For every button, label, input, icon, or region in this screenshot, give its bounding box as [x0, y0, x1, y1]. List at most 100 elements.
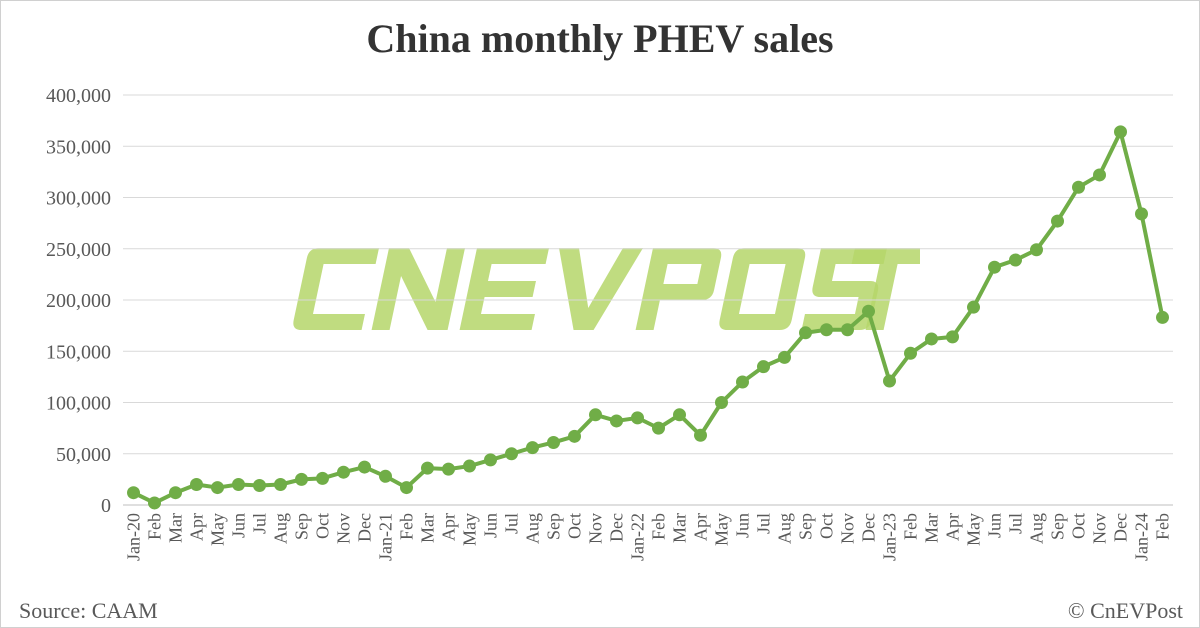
- x-tick-label: May: [460, 513, 480, 546]
- x-tick-label: Jul: [1006, 513, 1026, 534]
- data-point: [673, 408, 686, 422]
- y-tick-label: 250,000: [46, 239, 111, 261]
- y-tick-label: 300,000: [46, 188, 111, 210]
- x-tick-label: Oct: [565, 513, 585, 539]
- x-tick-label: Nov: [838, 513, 858, 544]
- x-tick-label: Apr: [691, 513, 711, 541]
- data-point: [862, 304, 875, 318]
- data-point: [841, 323, 854, 337]
- data-point: [1009, 253, 1022, 267]
- x-tick-label: Dec: [355, 513, 375, 542]
- data-point: [1072, 180, 1085, 194]
- x-tick-label: Jun: [733, 513, 753, 538]
- x-tick-label: Aug: [775, 513, 795, 544]
- y-tick-label: 350,000: [46, 136, 111, 158]
- data-point: [820, 323, 833, 337]
- source-note: Source: CAAM: [19, 598, 158, 623]
- data-point: [400, 481, 413, 495]
- data-point: [694, 428, 707, 442]
- x-tick-label: Jan-22: [628, 513, 648, 561]
- x-tick-label: Jul: [502, 513, 522, 534]
- data-point: [1156, 310, 1169, 324]
- x-tick-label: May: [964, 513, 984, 546]
- y-tick-label: 50,000: [56, 444, 111, 466]
- data-point: [211, 481, 224, 495]
- y-tick-label: 150,000: [46, 341, 111, 363]
- x-tick-label: Jul: [754, 513, 774, 534]
- x-tick-label: Apr: [943, 513, 963, 541]
- data-point: [253, 479, 266, 493]
- data-point: [127, 486, 140, 500]
- x-tick-label: Oct: [817, 513, 837, 539]
- data-point: [316, 471, 329, 485]
- data-point: [1093, 168, 1106, 182]
- x-tick-label: Oct: [313, 513, 333, 539]
- data-point: [505, 447, 518, 461]
- x-tick-label: Feb: [649, 513, 669, 540]
- x-tick-label: Jan-21: [376, 513, 396, 561]
- data-point: [967, 300, 980, 314]
- x-tick-label: Dec: [859, 513, 879, 542]
- x-tick-label: Dec: [1111, 513, 1131, 542]
- x-tick-label: Nov: [1090, 513, 1110, 544]
- data-point: [631, 411, 644, 425]
- data-point: [274, 478, 287, 491]
- x-tick-label: Feb: [145, 513, 165, 540]
- data-point: [715, 396, 728, 409]
- x-tick-label: Sep: [292, 513, 312, 540]
- data-point: [925, 332, 938, 346]
- x-tick-label: Jun: [229, 513, 249, 538]
- x-tick-label: Feb: [1153, 513, 1173, 540]
- y-tick-label: 400,000: [46, 85, 111, 107]
- x-tick-label: Nov: [586, 513, 606, 544]
- x-tick-label: Sep: [796, 513, 816, 540]
- x-tick-label: May: [208, 513, 228, 546]
- data-point: [337, 465, 350, 479]
- data-point: [883, 374, 896, 388]
- data-point: [1114, 125, 1127, 139]
- x-tick-label: Feb: [397, 513, 417, 540]
- data-point: [232, 478, 245, 491]
- x-tick-label: Jan-23: [880, 513, 900, 561]
- x-tick-label: Dec: [607, 513, 627, 542]
- data-point: [358, 460, 371, 474]
- x-tick-label: Jan-24: [1132, 513, 1152, 561]
- x-tick-label: Jan-20: [124, 513, 144, 561]
- x-tick-label: Mar: [166, 513, 186, 543]
- x-tick-label: Apr: [439, 513, 459, 541]
- data-point: [295, 472, 308, 486]
- copyright-note: © CnEVPost: [1067, 598, 1183, 623]
- x-tick-label: Jun: [481, 513, 501, 538]
- data-point: [988, 260, 1001, 274]
- data-point: [1030, 243, 1043, 257]
- series-line: [131, 129, 1165, 505]
- x-tick-label: Mar: [922, 513, 942, 543]
- x-tick-label: Oct: [1069, 513, 1089, 539]
- data-point: [757, 360, 770, 374]
- data-point: [568, 429, 581, 443]
- y-tick-label: 100,000: [46, 393, 111, 415]
- data-point: [421, 461, 434, 475]
- data-point: [442, 462, 455, 476]
- x-tick-label: Jun: [985, 513, 1005, 538]
- x-tick-label: Sep: [544, 513, 564, 540]
- x-tick-label: Sep: [1048, 513, 1068, 540]
- data-point: [652, 421, 665, 435]
- data-point: [148, 496, 161, 510]
- x-tick-label: Jul: [250, 513, 270, 534]
- x-tick-label: May: [712, 513, 732, 546]
- chart-title: China monthly PHEV sales: [366, 16, 834, 61]
- data-point: [379, 469, 392, 483]
- data-point: [484, 453, 497, 467]
- x-tick-label: Feb: [901, 513, 921, 540]
- data-point: [778, 350, 791, 364]
- data-point: [736, 375, 749, 389]
- data-point: [946, 330, 959, 344]
- data-point: [190, 478, 203, 491]
- x-tick-label: Apr: [187, 513, 207, 541]
- y-tick-label: 0: [101, 495, 111, 517]
- x-tick-label: Aug: [271, 513, 291, 544]
- y-tick-label: 200,000: [46, 290, 111, 312]
